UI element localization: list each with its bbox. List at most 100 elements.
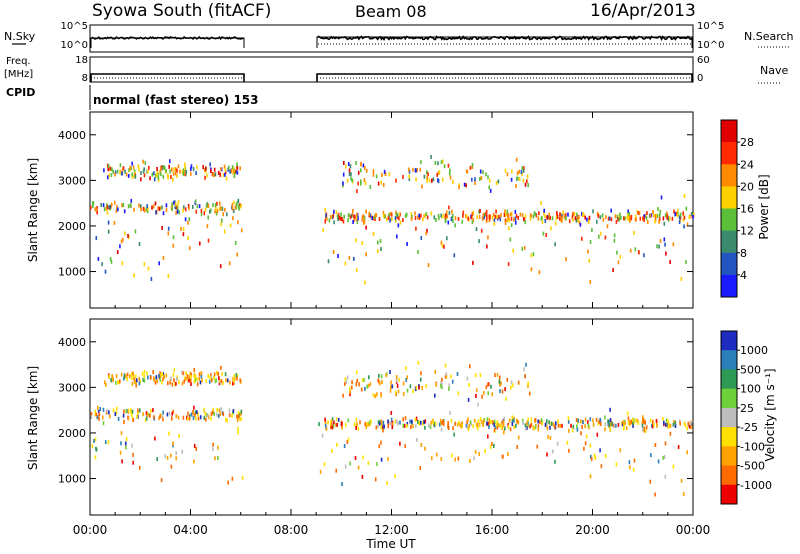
range-cell bbox=[130, 408, 132, 413]
range-cell bbox=[127, 408, 130, 413]
range-cell bbox=[219, 172, 221, 177]
range-cell bbox=[504, 426, 506, 431]
range-cell bbox=[633, 458, 636, 463]
range-cell bbox=[391, 384, 394, 389]
range-cell bbox=[441, 377, 443, 382]
range-cell bbox=[424, 446, 426, 451]
range-cell bbox=[502, 420, 505, 425]
range-cell bbox=[515, 220, 517, 225]
range-cell bbox=[659, 213, 661, 217]
range-cell bbox=[102, 415, 104, 420]
range-cell bbox=[343, 382, 346, 386]
range-cell bbox=[123, 409, 125, 414]
range-cell bbox=[633, 417, 635, 422]
range-cell bbox=[150, 375, 152, 380]
range-cell bbox=[420, 420, 422, 425]
range-cell bbox=[689, 421, 692, 426]
range-cell bbox=[543, 208, 545, 213]
range-cell bbox=[228, 165, 230, 170]
range-cell bbox=[193, 443, 196, 448]
range-cell bbox=[610, 217, 613, 222]
range-cell bbox=[656, 421, 658, 426]
range-cell bbox=[392, 422, 394, 427]
range-cell bbox=[462, 213, 464, 218]
range-cell bbox=[588, 215, 591, 220]
range-cell bbox=[168, 164, 170, 169]
range-cell bbox=[162, 165, 164, 169]
range-cell bbox=[348, 168, 351, 173]
range-cell bbox=[632, 423, 634, 428]
range-cell bbox=[120, 372, 123, 377]
range-cell bbox=[402, 381, 405, 386]
range-cell bbox=[615, 462, 618, 467]
range-cell bbox=[494, 214, 497, 219]
range-cell bbox=[200, 371, 203, 376]
range-cell bbox=[643, 214, 646, 219]
range-cell bbox=[561, 215, 563, 220]
cpid-mode-text: normal (fast stereo) 153 bbox=[93, 93, 259, 107]
range-cell bbox=[236, 162, 238, 167]
range-cell bbox=[469, 364, 471, 369]
range-cell bbox=[537, 216, 540, 221]
range-cell bbox=[161, 413, 163, 418]
range-cell bbox=[685, 260, 687, 265]
range-cell bbox=[336, 442, 338, 447]
range-cell bbox=[573, 211, 576, 216]
range-cell bbox=[664, 242, 666, 247]
colorbar-tick-label: 25 bbox=[740, 402, 754, 415]
range-cell bbox=[466, 376, 469, 381]
range-cell bbox=[219, 264, 222, 269]
range-cell bbox=[347, 162, 350, 166]
range-cell bbox=[632, 467, 635, 472]
range-cell bbox=[423, 420, 425, 424]
range-cell bbox=[127, 416, 130, 421]
range-cell bbox=[566, 440, 569, 445]
range-cell bbox=[219, 411, 222, 416]
range-cell bbox=[572, 212, 574, 217]
range-cell bbox=[454, 216, 457, 221]
range-cell bbox=[617, 422, 620, 427]
range-cell bbox=[192, 204, 194, 209]
range-cell bbox=[157, 175, 160, 180]
range-cell bbox=[222, 173, 225, 177]
range-cell bbox=[224, 172, 226, 177]
range-cell bbox=[119, 379, 121, 384]
range-cell bbox=[571, 215, 574, 220]
range-cell bbox=[112, 408, 115, 413]
range-cell bbox=[440, 213, 442, 218]
y-tick-label: 4000 bbox=[58, 336, 86, 349]
range-cell bbox=[652, 419, 654, 424]
range-cell bbox=[596, 432, 599, 437]
range-cell bbox=[210, 412, 213, 416]
range-cell bbox=[97, 256, 100, 261]
range-cell bbox=[411, 419, 413, 424]
range-cell bbox=[584, 424, 586, 429]
range-cell bbox=[172, 372, 175, 377]
range-cell bbox=[364, 181, 367, 186]
range-cell bbox=[95, 236, 98, 241]
range-cell bbox=[398, 216, 400, 221]
range-cell bbox=[194, 410, 197, 415]
range-cell bbox=[170, 175, 172, 179]
range-cell bbox=[492, 420, 494, 425]
range-cell bbox=[125, 409, 127, 414]
range-cell bbox=[361, 474, 364, 479]
range-cell bbox=[468, 383, 470, 387]
range-cell bbox=[214, 379, 217, 384]
range-cell bbox=[355, 268, 358, 273]
range-cell bbox=[182, 371, 185, 376]
range-cell bbox=[132, 452, 134, 457]
range-cell bbox=[166, 412, 169, 417]
range-cell bbox=[359, 420, 361, 425]
range-cell bbox=[236, 166, 239, 171]
range-cell bbox=[488, 425, 490, 429]
range-cell bbox=[525, 426, 527, 431]
range-cell bbox=[499, 389, 501, 394]
range-cell bbox=[145, 416, 148, 421]
range-cell bbox=[398, 212, 401, 217]
range-cell bbox=[345, 380, 348, 384]
colorbar-tick-label: -1000 bbox=[740, 479, 772, 492]
range-cell bbox=[604, 415, 606, 420]
range-cell bbox=[490, 419, 492, 424]
range-cell bbox=[171, 411, 173, 416]
